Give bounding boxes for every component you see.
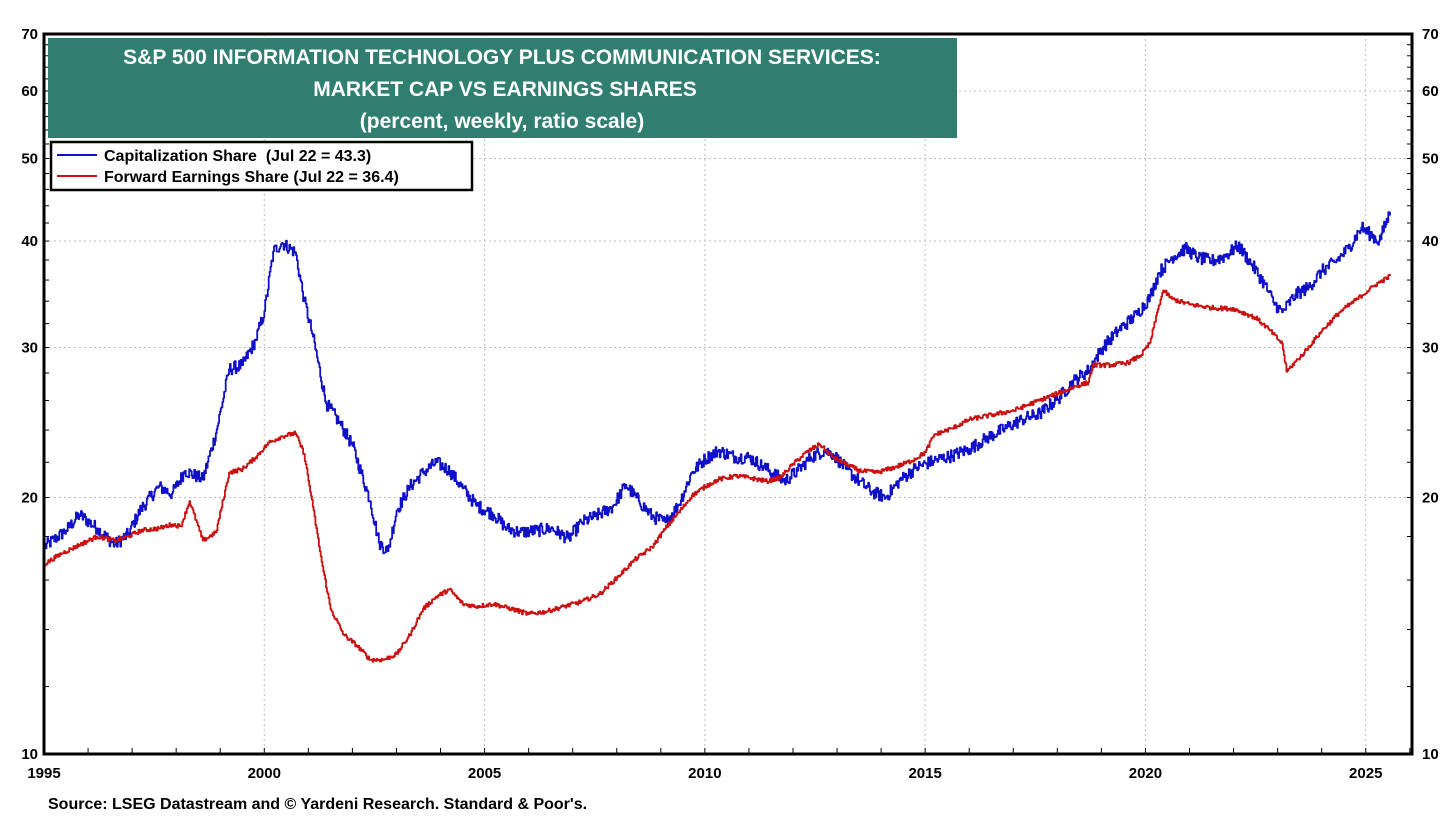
y-tick-left-70: 70 <box>21 26 38 43</box>
x-tick-2010: 2010 <box>688 765 721 782</box>
y-tick-right-30: 30 <box>1422 340 1439 357</box>
series-line-capitalization-share <box>43 211 1391 555</box>
legend-label-forward-earnings: Forward Earnings Share (Jul 22 = 36.4) <box>104 169 399 186</box>
y-tick-right-50: 50 <box>1422 150 1439 167</box>
x-tick-2005: 2005 <box>468 765 501 782</box>
y-tick-left-10: 10 <box>21 746 38 763</box>
title-box-background <box>48 38 957 138</box>
x-tick-2000: 2000 <box>248 765 281 782</box>
legend: Capitalization Share (Jul 22 = 43.3) For… <box>49 140 474 192</box>
legend-label-capitalization: Capitalization Share (Jul 22 = 43.3) <box>104 148 371 165</box>
x-tick-1995: 1995 <box>27 765 60 782</box>
x-tick-2015: 2015 <box>908 765 941 782</box>
y-tick-left-30: 30 <box>21 340 38 357</box>
y-tick-left-40: 40 <box>21 233 38 250</box>
source-note: Source: LSEG Datastream and © Yardeni Re… <box>48 796 587 813</box>
y-tick-right-20: 20 <box>1422 490 1439 507</box>
x-tick-2020: 2020 <box>1129 765 1162 782</box>
x-tick-2025: 2025 <box>1349 765 1382 782</box>
plot-frame <box>42 32 1414 756</box>
y-tick-right-40: 40 <box>1422 233 1439 250</box>
y-tick-right-70: 70 <box>1422 26 1439 43</box>
legend-box <box>49 140 474 192</box>
y-tick-right-60: 60 <box>1422 83 1439 100</box>
y-tick-left-60: 60 <box>21 83 38 100</box>
chart-title-line-2: MARKET CAP VS EARNINGS SHARES <box>313 78 697 101</box>
series-layer <box>43 211 1391 663</box>
title-box: S&P 500 INFORMATION TECHNOLOGY PLUS COMM… <box>48 38 957 138</box>
chart-title-line-3: (percent, weekly, ratio scale) <box>360 110 644 133</box>
y-tick-left-50: 50 <box>21 150 38 167</box>
series-line-forward-earnings-share <box>43 274 1391 663</box>
grid <box>44 34 1412 754</box>
y-tick-left-20: 20 <box>21 490 38 507</box>
chart-title-line-1: S&P 500 INFORMATION TECHNOLOGY PLUS COMM… <box>123 46 881 69</box>
y-tick-right-10: 10 <box>1422 746 1439 763</box>
